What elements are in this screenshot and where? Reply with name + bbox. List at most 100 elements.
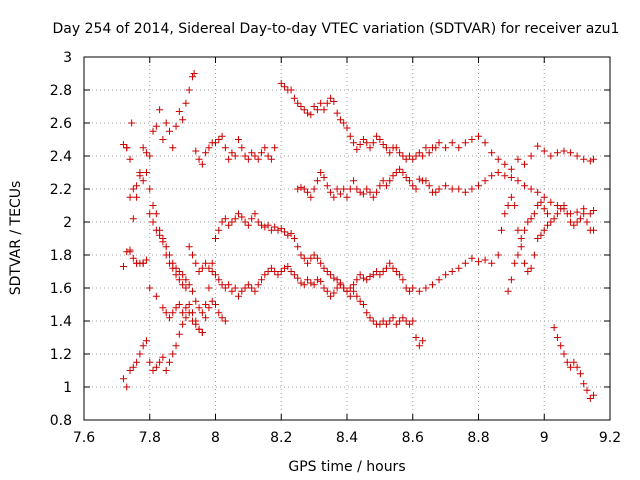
- data-point: [353, 276, 361, 284]
- data-point: [238, 144, 246, 152]
- data-point: [461, 259, 469, 267]
- data-point: [218, 132, 226, 140]
- x-tick-label: 8.2: [270, 430, 292, 446]
- data-point: [553, 210, 561, 218]
- data-point: [188, 309, 196, 317]
- data-point: [488, 149, 496, 157]
- data-point: [428, 281, 436, 289]
- data-point: [162, 309, 170, 317]
- data-point: [126, 248, 134, 256]
- data-point: [386, 317, 394, 325]
- chart-title: Day 254 of 2014, Sidereal Day-to-day VTE…: [53, 21, 620, 37]
- data-point: [576, 370, 584, 378]
- x-tick-label: 7.8: [139, 430, 161, 446]
- y-tick-label: 2.8: [50, 83, 72, 99]
- data-point: [540, 193, 548, 201]
- data-point: [241, 284, 249, 292]
- data-point: [267, 264, 275, 272]
- data-point: [405, 152, 413, 160]
- data-point: [188, 287, 196, 295]
- data-point: [212, 235, 219, 242]
- data-point: [412, 334, 420, 341]
- data-point: [241, 152, 249, 160]
- data-point: [215, 136, 223, 143]
- data-point: [524, 218, 532, 226]
- data-point: [534, 188, 542, 196]
- data-point: [146, 358, 154, 366]
- data-point: [507, 193, 515, 201]
- data-point: [396, 165, 404, 173]
- data-point: [218, 218, 226, 226]
- data-point: [333, 284, 341, 292]
- data-point: [455, 185, 463, 193]
- data-point: [254, 281, 262, 289]
- data-point: [363, 309, 371, 317]
- data-point: [534, 235, 542, 242]
- data-point: [448, 268, 456, 275]
- data-point: [284, 231, 292, 239]
- data-point: [212, 301, 219, 308]
- data-point: [248, 215, 256, 223]
- data-point: [133, 259, 141, 267]
- y-tick-label: 2.6: [50, 116, 72, 132]
- data-point: [156, 226, 164, 234]
- axis-ticks: [83, 56, 611, 421]
- data-point: [221, 317, 229, 325]
- y-tick-label: 1.8: [50, 248, 72, 264]
- data-point: [218, 281, 226, 289]
- data-point: [149, 127, 157, 135]
- data-point: [570, 221, 578, 229]
- data-point: [514, 155, 522, 163]
- data-point: [514, 251, 522, 259]
- data-point: [583, 218, 591, 226]
- data-point: [244, 281, 252, 289]
- series-s9: [550, 324, 598, 403]
- data-point: [507, 173, 515, 181]
- data-point: [501, 210, 509, 218]
- data-point: [376, 271, 384, 279]
- data-point: [359, 301, 367, 308]
- data-point: [152, 210, 160, 218]
- data-point: [231, 284, 239, 292]
- data-point: [274, 226, 282, 234]
- data-point: [297, 183, 305, 191]
- data-point: [129, 254, 137, 262]
- data-point: [366, 144, 374, 152]
- data-point: [172, 122, 180, 130]
- data-point: [511, 202, 519, 209]
- data-point: [162, 119, 170, 127]
- data-point: [396, 317, 404, 325]
- data-point: [248, 149, 256, 157]
- data-point: [133, 182, 141, 190]
- data-point: [382, 320, 390, 328]
- data-point: [261, 271, 269, 279]
- data-point: [405, 320, 413, 328]
- data-point: [432, 144, 440, 152]
- data-point: [235, 292, 243, 300]
- data-point: [159, 353, 167, 361]
- data-point: [294, 185, 302, 193]
- series-s5: [123, 144, 229, 325]
- data-point: [172, 304, 180, 312]
- data-point: [179, 281, 187, 289]
- data-point: [169, 259, 177, 267]
- data-point: [281, 83, 289, 91]
- data-point: [202, 259, 210, 267]
- data-point: [264, 221, 272, 229]
- data-point: [185, 281, 193, 289]
- data-point: [366, 272, 374, 280]
- data-point: [304, 188, 312, 196]
- data-point: [172, 271, 180, 279]
- data-point: [307, 279, 315, 287]
- data-point: [501, 172, 509, 180]
- data-point: [205, 304, 213, 312]
- data-point: [527, 185, 535, 193]
- data-point: [386, 177, 394, 185]
- data-point: [346, 132, 354, 140]
- data-point: [521, 259, 529, 267]
- data-point: [241, 218, 249, 226]
- y-tick-label: 1.6: [50, 281, 72, 297]
- data-point: [373, 132, 381, 140]
- data-point: [310, 103, 318, 110]
- data-point: [267, 155, 275, 163]
